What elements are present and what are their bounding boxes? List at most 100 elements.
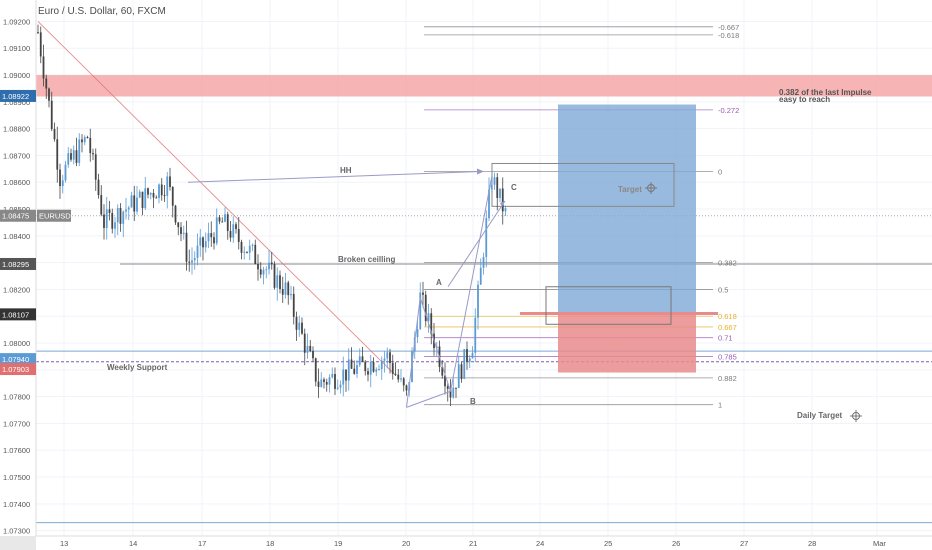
candle-body	[174, 205, 177, 223]
candle-body	[204, 241, 207, 248]
fib-level-label: 0.5	[718, 285, 728, 294]
candle-body	[474, 317, 477, 353]
candle-body	[59, 169, 61, 187]
candle-body	[70, 153, 72, 160]
candle-body	[389, 352, 391, 364]
candle-body	[83, 137, 86, 143]
candle-body	[226, 214, 229, 231]
x-tick-label: 13	[60, 539, 68, 548]
candle-body	[358, 356, 361, 366]
annotation-text: Target	[618, 185, 642, 194]
candle-body	[251, 244, 254, 246]
fib-level-label: 0.382	[718, 259, 737, 268]
fib-level-label: 0.667	[718, 323, 737, 332]
candle-body	[152, 193, 155, 198]
candle-body	[298, 322, 301, 330]
candle-body	[276, 275, 279, 288]
candle-body	[202, 237, 204, 248]
annotation-text: 0.382 of the last Impulse	[779, 88, 872, 97]
candle-body	[45, 78, 48, 89]
candle-body	[287, 282, 290, 296]
price-badge-label: 1.08475	[2, 212, 29, 221]
arrow-head	[500, 201, 505, 207]
candle-body	[138, 191, 141, 198]
candle-body	[191, 260, 193, 263]
candle-body	[166, 176, 169, 196]
candle-body	[141, 191, 144, 209]
annotation-text: B	[470, 397, 476, 406]
candle-body	[281, 289, 284, 295]
candle-body	[364, 361, 367, 372]
candle-body	[89, 137, 92, 154]
candle-body	[50, 100, 53, 129]
candle-body	[185, 232, 188, 262]
candle-body	[144, 188, 147, 209]
annotation-text: Weekly Support	[107, 363, 168, 372]
candle-body	[295, 316, 298, 330]
trendline	[37, 21, 396, 376]
candle-body	[334, 373, 336, 389]
candle-body	[240, 241, 243, 253]
candle-body	[504, 208, 507, 212]
candle-body	[235, 224, 237, 230]
candle-body	[336, 387, 339, 389]
y-tick-label: 1.09000	[3, 71, 30, 80]
arrow-line	[447, 200, 506, 288]
candle-body	[268, 262, 270, 270]
price-badge-label: 1.07940	[2, 355, 29, 364]
annotation-text: Daily Target	[797, 411, 843, 420]
candle-body	[273, 264, 276, 288]
candle-body	[455, 387, 457, 389]
candle-body	[81, 139, 83, 143]
x-tick-label: 21	[469, 539, 477, 548]
x-tick-label: 24	[536, 539, 544, 548]
abc-pattern-line	[406, 390, 451, 408]
y-tick-label: 1.07800	[3, 393, 30, 402]
candle-body	[309, 345, 312, 352]
y-tick-label: 1.07400	[3, 500, 30, 509]
candle-body	[312, 351, 314, 359]
annotation-text: Broken ceilling	[338, 255, 395, 264]
y-tick-label: 1.07600	[3, 446, 30, 455]
candle-body	[78, 139, 81, 163]
candle-body	[463, 349, 466, 379]
candle-body	[424, 294, 427, 322]
candle-body	[430, 313, 433, 334]
candle-body	[103, 214, 105, 228]
candle-body	[482, 257, 485, 268]
x-tick-label: 25	[604, 539, 612, 548]
fib-level-label: 0.785	[718, 352, 737, 361]
x-tick-label: 27	[740, 539, 748, 548]
fib-level-label: -0.667	[718, 23, 739, 32]
candle-body	[210, 233, 213, 238]
candle-body	[180, 227, 182, 234]
candle-body	[39, 32, 42, 57]
candle-body	[224, 214, 226, 222]
price-badge	[0, 353, 36, 366]
annotation-text: HH	[340, 166, 352, 175]
candle-body	[97, 179, 100, 196]
hh-arrow-line	[187, 171, 481, 183]
candle-body	[477, 284, 479, 318]
y-tick-label: 1.09200	[3, 17, 30, 26]
candle-body	[353, 368, 356, 374]
candle-body	[246, 251, 248, 253]
price-badge-label: 1.08295	[2, 260, 29, 269]
fib-level-label: 0	[718, 168, 722, 177]
candle-body	[306, 345, 309, 353]
candle-body	[386, 352, 389, 359]
price-badge	[37, 209, 71, 222]
candle-body	[490, 184, 493, 190]
candle-body	[127, 207, 130, 210]
stop-zone	[558, 313, 696, 373]
candle-body	[328, 377, 331, 385]
candle-body	[391, 363, 394, 374]
candle-body	[119, 207, 122, 224]
annotation-text: A	[436, 278, 442, 287]
candle-body	[402, 378, 405, 386]
candle-body	[427, 313, 430, 322]
fib-level-label: 0.71	[718, 334, 733, 343]
candle-body	[254, 244, 257, 265]
price-badge-label: EURUSD	[39, 212, 71, 221]
